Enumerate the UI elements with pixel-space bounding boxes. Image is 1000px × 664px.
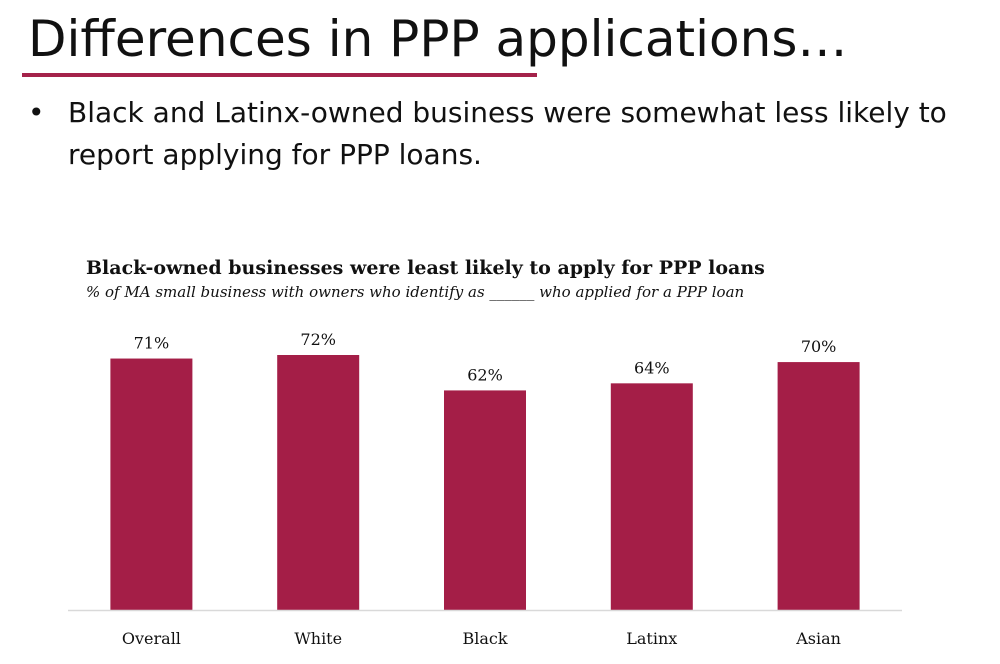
bullet-marker: • [28, 96, 45, 129]
bullet-list: • Black and Latinx-owned business were s… [28, 92, 968, 176]
data-label: 64% [634, 358, 670, 377]
category-label: White [294, 629, 342, 648]
data-label: 70% [801, 337, 837, 356]
chart-title: Black-owned businesses were least likely… [86, 257, 765, 279]
bar-overall [110, 358, 193, 610]
category-label: Black [462, 629, 507, 648]
data-label: 71% [134, 334, 170, 353]
slide-title: Differences in PPP applications… [28, 10, 848, 68]
category-label: Overall [122, 629, 181, 648]
bar-white [277, 355, 360, 610]
chart-subtitle: % of MA small business with owners who i… [86, 283, 745, 301]
bullet-item: • Black and Latinx-owned business were s… [28, 92, 968, 176]
bullet-text: Black and Latinx-owned business were som… [68, 96, 947, 171]
category-label: Asian [795, 629, 841, 648]
bar-latinx [610, 383, 693, 610]
bar-black [444, 390, 526, 610]
data-label: 62% [467, 365, 503, 384]
data-label: 72% [300, 330, 336, 349]
category-label: Latinx [626, 629, 677, 648]
bar-asian [777, 362, 860, 610]
title-underline [22, 73, 537, 77]
